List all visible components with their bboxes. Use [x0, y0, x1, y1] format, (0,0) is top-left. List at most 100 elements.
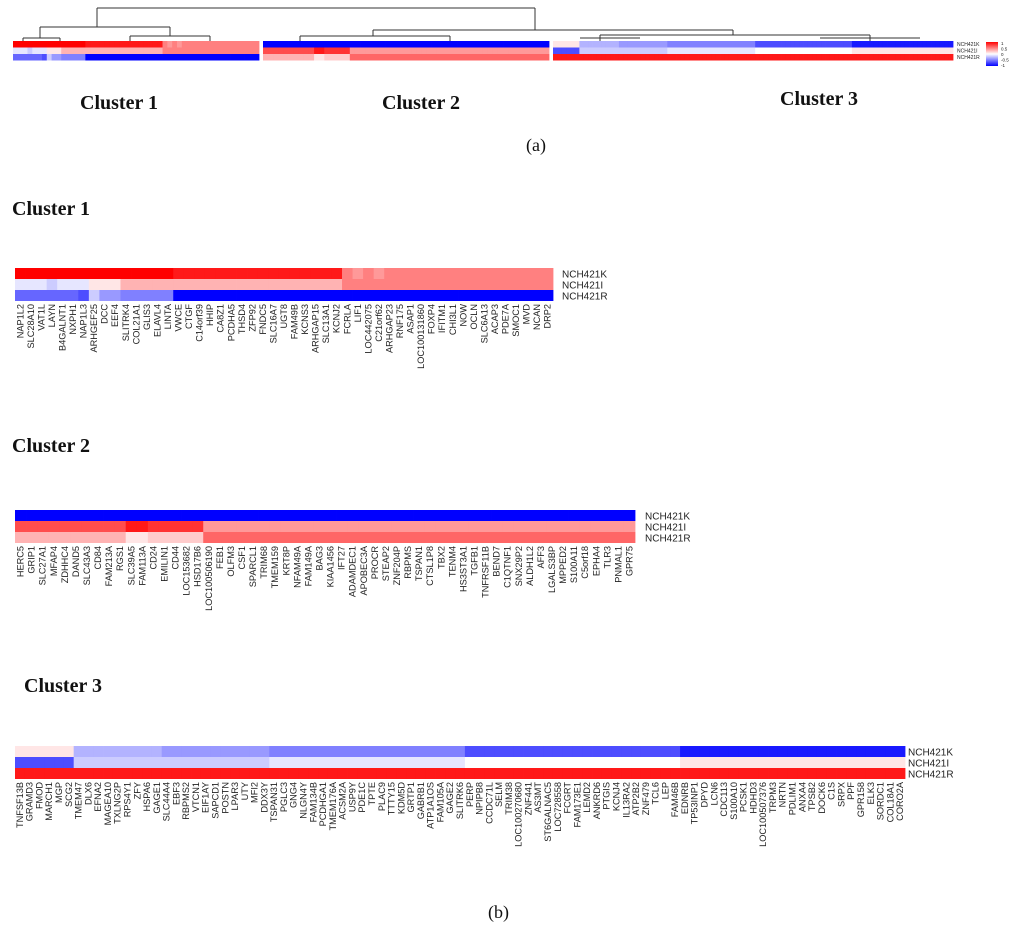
cell-NCH421K-6: [81, 510, 93, 521]
cell-NCH421I-52: [523, 757, 534, 768]
cell-NCH421I-55: [552, 757, 564, 768]
overview-cell-1-NCH421K-26: [395, 41, 402, 48]
column-label-36: TSPAN1: [414, 546, 424, 581]
dendrogram: [22, 7, 920, 41]
overview-cell-0-NCH421I-50: [254, 47, 260, 54]
cell-NCH421I-7: [88, 279, 100, 290]
cell-NCH421R-63: [631, 768, 642, 779]
overview-cell-0-NCH421K-16: [90, 41, 96, 48]
cell-NCH421R-26: [289, 290, 301, 301]
cell-NCH421I-40: [457, 521, 470, 532]
overview-cell-0-NCH421R-50: [254, 54, 260, 61]
cell-NCH421I-30: [308, 757, 319, 768]
cell-NCH421K-12: [132, 746, 143, 757]
cell-NCH421R-20: [210, 768, 221, 779]
column-label-50: TRIM38: [504, 782, 514, 815]
column-label-22: TRIM68: [259, 546, 269, 579]
overview-cell-0-NCH421R-26: [138, 54, 144, 61]
cell-NCH421K-47: [474, 746, 485, 757]
cell-NCH421R-33: [337, 768, 348, 779]
row-label-NCH421K: NCH421K: [562, 270, 607, 281]
cell-NCH421I-55: [623, 521, 636, 532]
overview-cell-2-NCH421K-46: [755, 41, 760, 48]
cell-NCH421K-62: [621, 746, 632, 757]
overview-cell-2-NCH421I-30: [684, 47, 690, 54]
overview-cell-1-NCH421I-28: [406, 47, 412, 54]
column-label-12: ZFY: [132, 782, 142, 799]
column-label-53: AS3MT: [533, 782, 543, 813]
column-label-31: PCDHGA1: [318, 782, 328, 826]
overview-cell-1-NCH421R-6: [293, 54, 300, 61]
overview-cell-1-NCH421K-30: [416, 41, 422, 48]
column-label-7: DLX6: [83, 782, 93, 805]
overview-cell-0-NCH421K-2: [22, 41, 28, 48]
overview-cell-1-NCH421K-2: [273, 41, 279, 48]
overview-cell-1-NCH421K-11: [319, 41, 325, 48]
overview-cell-2-NCH421I-55: [794, 47, 800, 54]
overview-cell-0-NCH421K-17: [95, 41, 101, 48]
overview-cell-1-NCH421R-0: [263, 54, 269, 61]
overview-cell-1-NCH421R-45: [492, 54, 499, 61]
cell-NCH421K-41: [447, 268, 459, 279]
overview-cell-0-NCH421R-5: [37, 54, 43, 61]
overview-cell-1-NCH421R-18: [354, 54, 361, 61]
cell-NCH421I-18: [214, 521, 226, 532]
cell-NCH421K-31: [358, 510, 370, 521]
overview-cell-1-NCH421R-47: [503, 54, 509, 61]
cell-NCH421I-16: [192, 521, 204, 532]
overview-cell-2-NCH421I-34: [702, 47, 708, 54]
cell-NCH421I-4: [57, 279, 69, 290]
overview-cell-2-NCH421R-62: [825, 54, 831, 61]
overview-cell-0-NCH421R-2: [22, 54, 28, 61]
cell-NCH421I-28: [288, 757, 300, 768]
overview-cell-2-NCH421I-13: [610, 47, 615, 54]
cell-NCH421I-9: [114, 521, 127, 532]
overview-cell-2-NCH421R-42: [737, 54, 743, 61]
cell-NCH421R-17: [194, 290, 206, 301]
cell-NCH421K-13: [152, 268, 164, 279]
cell-NCH421K-44: [502, 510, 514, 521]
overview-cell-2-NCH421K-88: [939, 41, 945, 48]
overview-cell-1-NCH421K-25: [390, 41, 397, 48]
cell-NCH421I-28: [325, 521, 337, 532]
overview-cell-2-NCH421I-43: [742, 47, 747, 54]
overview-cell-0-NCH421R-6: [41, 54, 48, 61]
column-label-81: TPSB2: [807, 782, 817, 811]
overview-cell-2-NCH421K-55: [794, 41, 800, 48]
overview-cell-2-NCH421R-68: [851, 54, 857, 61]
overview-cell-0-NCH421I-22: [119, 47, 125, 54]
column-label-20: PCDHA5: [226, 304, 236, 341]
overview-cell-0-NCH421K-18: [99, 41, 106, 48]
cell-NCH421I-33: [363, 279, 375, 290]
overview-cell-1-NCH421R-50: [518, 54, 524, 61]
column-label-46: PDE7A: [501, 303, 511, 334]
overview-cell-0-NCH421R-1: [17, 54, 24, 61]
overview-cell-2-NCH421K-20: [640, 41, 646, 48]
overview-cell-0-NCH421I-38: [196, 47, 202, 54]
overview-cell-2-NCH421R-31: [689, 54, 695, 61]
overview-cell-1-NCH421K-41: [472, 41, 478, 48]
overview-cell-1-NCH421I-14: [334, 47, 341, 54]
cell-NCH421I-14: [162, 279, 174, 290]
overview-cell-1-NCH421R-2: [273, 54, 279, 61]
cell-NCH421I-73: [728, 757, 740, 768]
column-label-19: OLFM3: [226, 546, 236, 577]
cell-NCH421R-0: [15, 532, 27, 543]
overview-cell-0-NCH421K-44: [225, 41, 231, 48]
column-label-26: TSPAN31: [269, 782, 279, 822]
cell-NCH421I-2: [34, 757, 45, 768]
overview-cell-2-NCH421I-47: [759, 47, 765, 54]
cell-NCH421R-18: [214, 532, 226, 543]
cell-NCH421R-48: [546, 532, 558, 543]
cell-NCH421K-77: [768, 746, 779, 757]
cell-NCH421I-67: [670, 757, 681, 768]
cell-NCH421I-8: [103, 521, 116, 532]
cell-NCH421R-5: [70, 532, 82, 543]
overview-cell-2-NCH421I-58: [807, 47, 813, 54]
overview-cell-2-NCH421R-52: [781, 54, 787, 61]
overview-cell-2-NCH421K-39: [724, 41, 730, 48]
overview-cell-1-NCH421R-33: [431, 54, 438, 61]
column-label-11: RPS4Y1: [122, 782, 132, 817]
cell-NCH421R-7: [88, 290, 100, 301]
cell-NCH421R-32: [327, 768, 339, 779]
